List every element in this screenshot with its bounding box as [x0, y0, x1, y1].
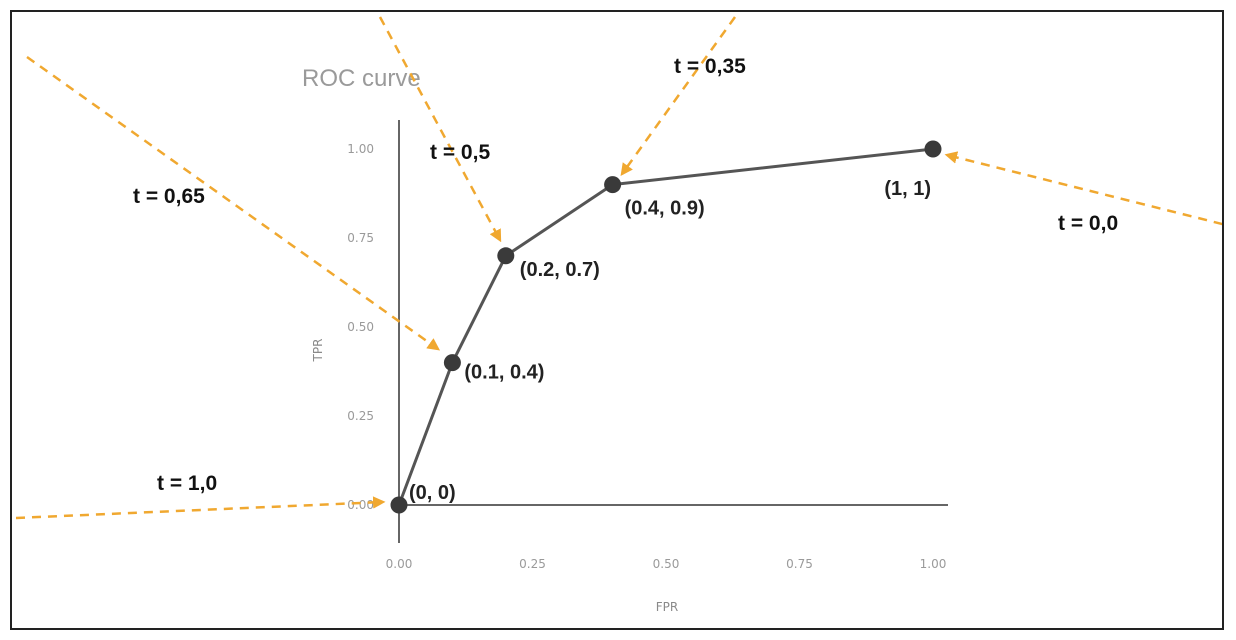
y-tick-label: 0.25: [347, 409, 374, 423]
y-tick-label: 0.50: [347, 320, 374, 334]
roc-point: [497, 247, 515, 265]
x-tick-label: 0.50: [653, 557, 680, 571]
roc-point: [390, 496, 408, 514]
roc-figure: ROC curve 0.00 0.25 0.50 0.75 1.00 0.00 0.25 0.…: [10, 10, 1224, 630]
roc-chart: ROC curve 0.00 0.25 0.50 0.75 1.000.000.250.…: [15, 16, 1222, 614]
threshold-arrow: [15, 496, 386, 520]
roc-curve: [390, 140, 942, 514]
threshold-label: t = 0,5: [430, 141, 490, 164]
x-tick-label: 1.00: [920, 557, 947, 571]
y-tick-label: 1.00: [347, 142, 374, 156]
y-tick-label: 0.00: [347, 498, 374, 512]
threshold-arrow: [620, 16, 737, 177]
x-tick-label: 0.25: [519, 557, 546, 571]
threshold-arrow: [944, 151, 1222, 226]
threshold-label: t = 0,65: [133, 185, 205, 208]
chart-title: ROC curve: [302, 65, 421, 92]
x-axis-title: FPR: [656, 600, 678, 614]
point-label: (0, 0): [409, 482, 456, 504]
roc-point: [443, 354, 461, 372]
threshold-arrow: [26, 55, 441, 351]
threshold-label: t = 1,0: [157, 472, 217, 495]
y-tick-label: 0.75: [347, 231, 374, 245]
threshold-label: t = 0,35: [674, 55, 746, 78]
point-label: (0.2, 0.7): [520, 259, 600, 281]
point-label: (1, 1): [884, 178, 931, 200]
roc-point: [604, 176, 622, 194]
x-tick-label: 0.75: [786, 557, 813, 571]
roc-point: [924, 140, 942, 158]
axes: 0.00 0.25 0.50 0.75 1.00 0.00 0.25 0.50 0.75 1.00: [347, 120, 948, 571]
threshold-arrow: [378, 16, 502, 243]
x-tick-label: 0.00: [386, 557, 413, 571]
threshold-arrows: [15, 16, 1222, 520]
point-label: (0.4, 0.9): [625, 198, 705, 220]
y-axis-title: TPR: [311, 339, 325, 363]
labels: t = 1,0 (0, 0) t = 0,65 (0.1, 0.4) t = 0,5 (0…: [133, 55, 1118, 504]
threshold-label: t = 0,0: [1058, 212, 1118, 235]
point-label: (0.1, 0.4): [464, 362, 544, 384]
